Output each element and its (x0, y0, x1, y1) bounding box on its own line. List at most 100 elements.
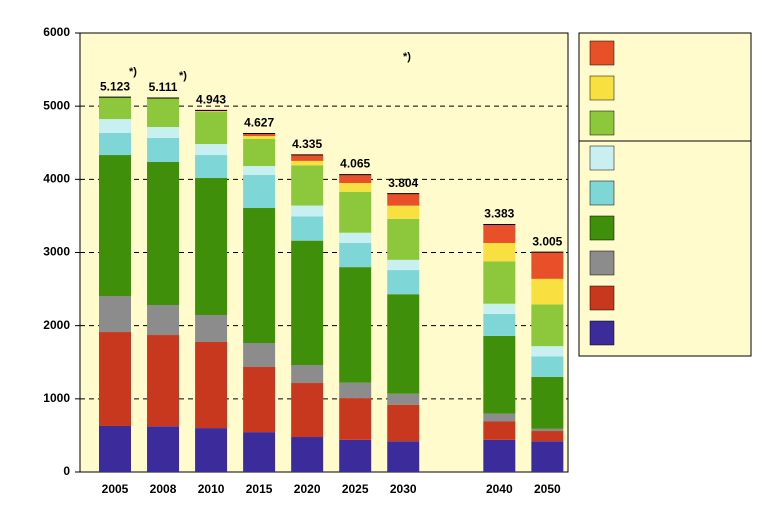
bar-segment (243, 343, 276, 368)
bar-segment (99, 133, 131, 156)
bar-segment (195, 428, 228, 472)
x-tick-label: 2025 (342, 482, 369, 496)
bar-segment (99, 155, 131, 297)
bar-segment (291, 437, 324, 472)
total-label: 5.111 (149, 80, 178, 94)
y-tick-label: 1000 (43, 391, 70, 405)
bar-segment (339, 382, 372, 399)
x-tick-label: 2015 (246, 482, 273, 496)
annotation: *) (129, 66, 137, 78)
legend-swatch (589, 180, 615, 206)
bar-segment (147, 98, 180, 128)
x-tick-label: 2005 (102, 482, 129, 496)
x-tick-label: 2040 (486, 482, 513, 496)
bar-segment (531, 346, 564, 357)
bar-segment (243, 367, 276, 433)
bar-segment (339, 182, 372, 192)
bar-segment (243, 175, 276, 209)
bar-segment (483, 439, 516, 472)
bar-segment (339, 242, 372, 268)
bar-segment (147, 137, 180, 162)
bar-segment (483, 335, 516, 414)
bar-segment (531, 441, 564, 472)
bar-segment (243, 432, 276, 472)
total-label: 4.335 (292, 137, 322, 151)
bar-segment (291, 240, 324, 366)
bar-segment (291, 216, 324, 241)
bar-segment (243, 133, 276, 137)
bar-segment (147, 127, 180, 138)
legend-swatch (589, 75, 615, 101)
x-tick-label: 2030 (390, 482, 417, 496)
bar-segment (339, 267, 372, 383)
bar-segment (243, 166, 276, 176)
bar-segment (291, 160, 324, 166)
y-tick-label: 0 (63, 464, 70, 478)
legend-swatch (589, 110, 615, 136)
bar-segment (339, 398, 372, 440)
bar-segment (291, 165, 324, 206)
bar-segment (483, 224, 516, 243)
bar-segment (387, 404, 420, 442)
bar-segment (195, 341, 228, 429)
bar-segment (531, 356, 564, 377)
bar-segment (387, 294, 420, 394)
bar-segment (291, 383, 324, 438)
total-label: 3.804 (388, 176, 418, 190)
total-label: 5.123 (100, 79, 130, 93)
bar-segment (531, 304, 564, 347)
bar-segment (483, 413, 516, 422)
bar-segment (147, 335, 180, 427)
x-tick-label: 2020 (294, 482, 321, 496)
total-label: 3.005 (532, 234, 562, 248)
annotation: *) (179, 70, 187, 82)
y-tick-label: 2000 (43, 318, 70, 332)
bar-segment (483, 313, 516, 336)
bar-segment (99, 296, 131, 333)
bar-segment (387, 193, 420, 206)
x-tick-label: 2050 (534, 482, 561, 496)
legend-swatch (589, 40, 615, 66)
bar-segment (147, 305, 180, 336)
bar-segment (99, 332, 131, 426)
bar-segment (483, 421, 516, 440)
bar-segment (531, 252, 564, 279)
legend-swatch (589, 250, 615, 276)
bar-segment (339, 232, 372, 243)
bar-segment (291, 205, 324, 217)
y-tick-label: 3000 (43, 245, 70, 259)
bar-segment (387, 393, 420, 405)
total-label: 3.383 (484, 207, 514, 221)
bar-segment (387, 218, 420, 260)
bar-segment (387, 441, 420, 472)
bar-segment (195, 112, 228, 144)
bar-segment (99, 97, 131, 120)
bar-segment (147, 161, 180, 306)
y-tick-label: 6000 (43, 25, 70, 39)
bar-segment (195, 155, 228, 179)
bar-segment (243, 139, 276, 167)
bar-segment (483, 303, 516, 314)
bar-segment (387, 259, 420, 271)
bar-segment (291, 365, 324, 384)
bar-segment (195, 143, 228, 156)
legend-swatch (589, 215, 615, 241)
x-tick-label: 2008 (150, 482, 177, 496)
y-tick-label: 4000 (43, 172, 70, 186)
bar-segment (195, 178, 228, 315)
annotation: *) (403, 51, 411, 63)
bar-segment (387, 270, 420, 295)
bar-segment (195, 111, 228, 113)
bar-segment (99, 119, 131, 134)
legend-swatch (589, 320, 615, 346)
legend-swatch (589, 145, 615, 171)
bar-segment (483, 242, 516, 262)
bar-segment (483, 261, 516, 304)
bar-segment (531, 431, 564, 442)
bar-segment (99, 425, 131, 472)
total-label: 4.627 (244, 116, 274, 130)
total-label: 4.943 (196, 93, 226, 107)
x-tick-label: 2010 (198, 482, 225, 496)
bar-segment (195, 314, 228, 342)
